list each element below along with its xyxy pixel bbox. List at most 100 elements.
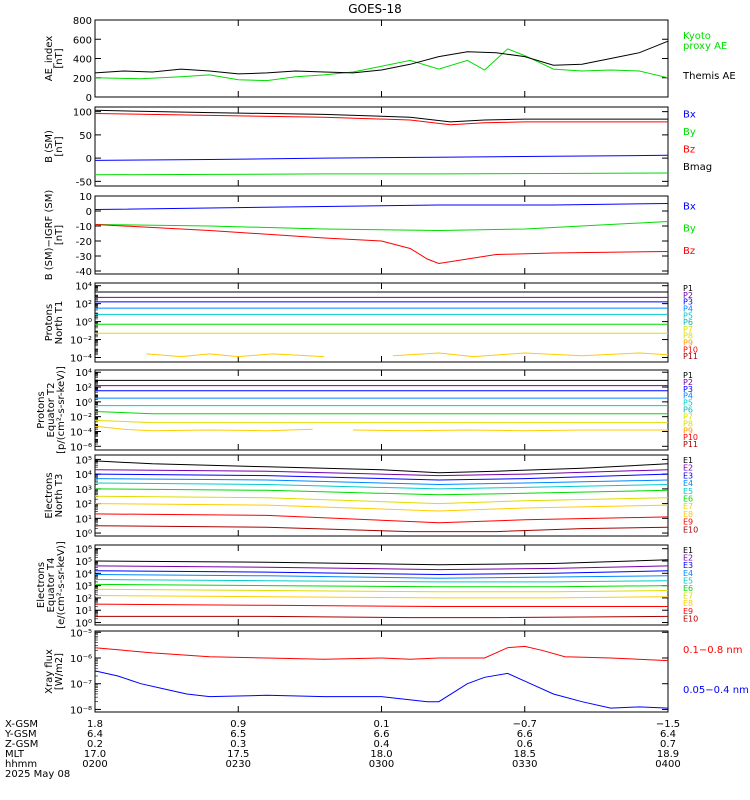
legend-entry: P11 xyxy=(683,352,698,361)
series-line-E1 xyxy=(94,460,669,474)
y-tick-label: 0 xyxy=(86,154,92,165)
y-tick-label: 10⁵ xyxy=(75,455,92,466)
series-line-P8 xyxy=(146,353,325,358)
footer-value: 17.5 xyxy=(227,749,249,760)
legend-entry: Bz xyxy=(683,145,695,156)
y-axis-label: [nT] xyxy=(54,48,65,68)
series-line-E3 xyxy=(94,473,669,481)
y-tick-label: 10⁻⁸ xyxy=(70,705,92,716)
y-tick-label: -40 xyxy=(76,267,92,278)
series-line-E10 xyxy=(94,525,669,533)
y-axis-label: [W/m2] xyxy=(54,653,65,690)
footer-value: 0.4 xyxy=(374,739,390,750)
series-line-0-1-0-8-nm xyxy=(94,645,669,662)
y-tick-label: 10⁴ xyxy=(75,470,92,481)
legend-entry: Themis AE xyxy=(682,71,736,82)
y-tick-label: 10¹ xyxy=(75,514,92,525)
y-tick-label: 10⁰ xyxy=(75,619,92,630)
panel-frame xyxy=(94,630,669,713)
legend-entry: proxy AE xyxy=(683,41,727,52)
y-axis-label: [e/(cm²-s-sr-keV)] xyxy=(56,541,67,629)
y-axis-label: [p/(cm²-s-sr-keV)] xyxy=(56,366,67,454)
legend-entry: P9 xyxy=(683,426,693,435)
legend-entry: P4 xyxy=(683,392,693,401)
footer-value: 18.5 xyxy=(514,749,536,760)
series-line-Bx xyxy=(94,154,669,161)
y-tick-label: 10⁰ xyxy=(75,318,92,329)
footer-value: 6.6 xyxy=(517,729,533,740)
legend-entry: P2 xyxy=(683,291,693,300)
series-line-E7 xyxy=(94,495,669,505)
y-tick-label: 50 xyxy=(79,131,92,142)
series-line-E4 xyxy=(94,478,669,486)
series-line-E3 xyxy=(94,570,669,576)
y-tick-label: -30 xyxy=(76,252,92,263)
y-tick-label: 10² xyxy=(75,300,92,311)
legend-entry: E9 xyxy=(683,607,693,616)
legend-entry: Bx xyxy=(683,110,696,121)
y-tick-label: 10⁴ xyxy=(75,282,92,293)
footer-value: 0400 xyxy=(655,759,680,770)
legend-entry: E8 xyxy=(683,599,693,608)
footer-value: 0.2 xyxy=(87,739,103,750)
footer-value: 0330 xyxy=(512,759,537,770)
series-line-Bx xyxy=(94,203,669,210)
y-axis-label: North T1 xyxy=(54,301,65,345)
series-line-P9 xyxy=(352,429,668,432)
legend-entry: E10 xyxy=(683,614,698,623)
figure-title: GOES-18 xyxy=(348,2,402,16)
legend-entry: P10 xyxy=(683,433,698,442)
legend-entry: E3 xyxy=(683,561,693,570)
y-tick-label: 10⁶ xyxy=(75,545,92,556)
y-tick-label: 400 xyxy=(73,55,92,66)
y-tick-label: 10⁵ xyxy=(75,557,92,568)
footer-value: 0230 xyxy=(226,759,251,770)
series-line-Themis-AE xyxy=(94,40,669,75)
legend-entry: E9 xyxy=(683,518,693,527)
y-tick-label: 10¹ xyxy=(75,606,92,617)
series-line-Bz xyxy=(94,113,668,126)
y-axis-label: Equator T2 xyxy=(46,383,57,438)
footer-value: −0.7 xyxy=(513,719,537,730)
footer-value: 1.8 xyxy=(87,719,103,730)
series-line-P8 xyxy=(94,425,313,432)
y-tick-label: 10² xyxy=(75,383,92,394)
legend-entry: E10 xyxy=(683,525,698,534)
y-axis-label: B (SM)−IGRF (SM) xyxy=(44,190,55,281)
panel-4: 10⁻⁴ 10⁻² 10⁰ 10² 10⁴ Protons North T1 P1P2P3P4… xyxy=(44,282,698,365)
panel-2: -50 0 50 100 B (SM) [nT] Bx By Bz Bmag xyxy=(44,106,712,188)
panel-frame xyxy=(94,195,669,275)
legend-entry: P11 xyxy=(683,440,698,449)
panel-frame xyxy=(94,282,669,363)
series-line-By xyxy=(94,221,669,232)
legend-entry: 0.05−0.4 nm xyxy=(683,685,749,696)
y-axis-label: Xray flux xyxy=(44,649,55,694)
legend-entry: Kyoto xyxy=(683,31,711,42)
legend-entry: P9 xyxy=(683,339,693,348)
series-line-E7 xyxy=(94,588,669,593)
series-line-E5 xyxy=(94,579,669,583)
y-tick-label: 10³ xyxy=(75,582,92,593)
series-line-0-05-0-4-nm xyxy=(94,670,669,709)
y-tick-label: 10³ xyxy=(75,485,92,496)
legend-entry: P6 xyxy=(683,406,693,415)
footer-value: 0.3 xyxy=(230,739,246,750)
footer-value: 0200 xyxy=(82,759,107,770)
y-tick-label: -10 xyxy=(76,222,92,233)
series-line-E9 xyxy=(94,603,668,607)
footer-value: 6.6 xyxy=(374,729,390,740)
legend-entry: E6 xyxy=(683,584,693,593)
y-tick-label: 10² xyxy=(75,594,92,605)
legend-entry: P8 xyxy=(683,332,693,341)
y-tick-label: 0 xyxy=(86,93,92,104)
footer-value: 0.9 xyxy=(230,719,246,730)
y-tick-label: 10⁻⁶ xyxy=(70,442,92,453)
footer-value: 18.9 xyxy=(657,749,679,760)
series-line-E9 xyxy=(94,513,669,524)
legend-entry: Bz xyxy=(683,246,695,257)
y-axis-label: Protons xyxy=(44,304,55,341)
y-tick-label: 10⁻² xyxy=(70,413,92,424)
y-tick-label: 10⁰ xyxy=(75,529,92,540)
y-tick-label: 10⁻⁷ xyxy=(70,680,92,691)
